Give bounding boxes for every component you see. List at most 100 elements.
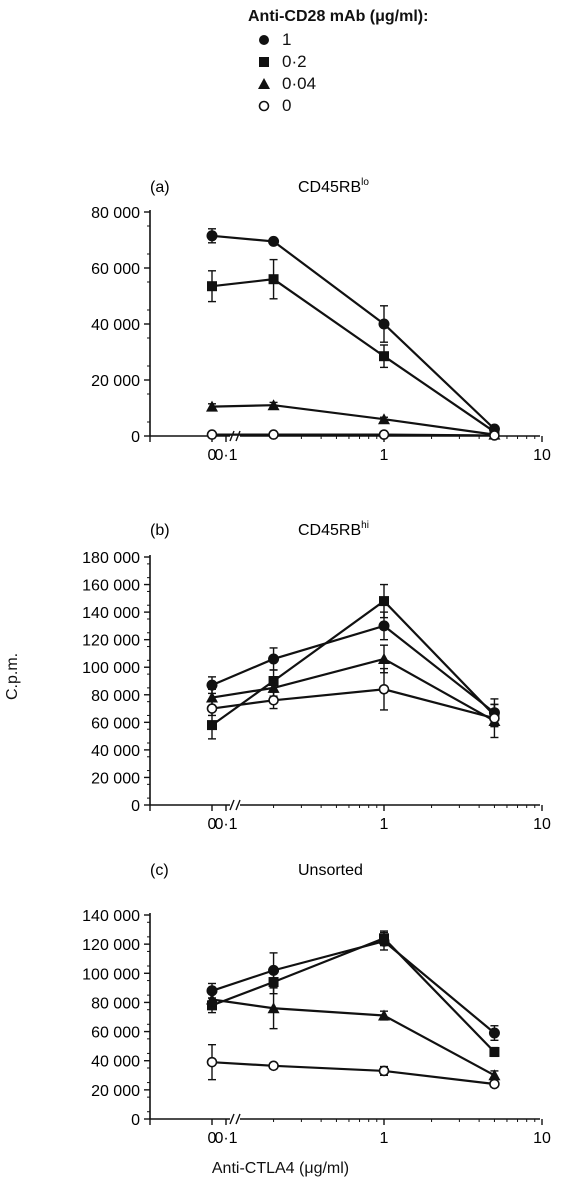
y-tick-label: 0 [131, 798, 140, 815]
y-tick-label: 140 000 [82, 605, 140, 622]
y-tick-label: 20 000 [91, 1083, 140, 1100]
open-circle-icon [258, 100, 270, 112]
panel-label: (a) [150, 179, 170, 196]
legend: Anti-CD28 mAb (μg/ml): 1 0·2 0·04 0 [248, 8, 428, 117]
axis-break-mark [235, 1113, 241, 1125]
series-line [211, 278, 496, 433]
legend-title: Anti-CD28 mAb (μg/ml): [248, 8, 429, 25]
panel-title-superscript: hi [361, 520, 369, 531]
data-point-triangle [267, 681, 280, 693]
series-line [211, 657, 495, 722]
legend-item-1: 1 [256, 29, 428, 51]
data-point-open-circle [378, 683, 390, 695]
data-point-square [268, 274, 279, 285]
series-line [211, 599, 496, 726]
x-tick-label: 0·1 [214, 816, 237, 833]
legend-item-2: 0·2 [256, 51, 428, 73]
y-tick-label: 80 000 [91, 205, 140, 222]
data-point-circle [378, 318, 390, 330]
legend-label: 1 [282, 30, 292, 49]
data-point-triangle [378, 413, 390, 425]
series-line [211, 940, 496, 1034]
data-point-triangle [378, 1009, 390, 1021]
x-tick-label: 1 [380, 1130, 389, 1147]
series-line [212, 433, 495, 437]
y-tick-label: 100 000 [82, 966, 140, 983]
x-tick-label: 0 [208, 447, 217, 464]
chart-panel-c: (c) Unsorted 0 20 000 40 000 60 000 80 000 100 … [82, 862, 551, 1147]
x-tick-label: 1 [380, 816, 389, 833]
y-tick-label: 140 000 [82, 908, 140, 925]
data-point-circle [206, 679, 218, 691]
legend-item-4: 0 [256, 95, 428, 117]
panel-title: CD45RBlo [298, 177, 369, 196]
data-point-triangle [267, 399, 280, 411]
x-axis-label: Anti-CTLA4 (μg/ml) [211, 1160, 350, 1177]
data-point-circle [206, 230, 218, 242]
data-point-square [379, 351, 389, 362]
data-point-open-circle [206, 703, 218, 714]
y-tick-label: 100 000 [82, 660, 140, 677]
chart-panel-b: (b) CD45RBhi 0 20 000 40 000 60 000 80 000 100 … [82, 520, 551, 833]
y-tick-label: 20 000 [91, 770, 140, 787]
data-point-open-circle [489, 430, 500, 441]
data-point-square [207, 281, 217, 292]
panel-title: CD45RBhi [298, 520, 369, 539]
legend-label: 0·04 [282, 74, 317, 93]
data-point-square [379, 933, 389, 944]
data-point-triangle [267, 1002, 280, 1014]
y-axis-label: C.p.m. [4, 652, 21, 700]
y-tick-label: 160 000 [82, 578, 140, 595]
data-point-open-circle [489, 712, 500, 724]
series-line [211, 688, 495, 720]
x-tick-label: 0·1 [214, 447, 237, 464]
data-point-open-circle [206, 429, 218, 440]
data-point-open-circle [268, 429, 279, 440]
x-tick-label: 0 [208, 1130, 217, 1147]
series-line [211, 937, 496, 1053]
axis-break-mark [235, 799, 241, 811]
y-tick-label: 20 000 [91, 373, 140, 390]
y-tick-label: 80 000 [91, 688, 140, 705]
legend-label: 0 [282, 96, 292, 115]
y-tick-label: 60 000 [91, 1025, 140, 1042]
x-tick-label: 10 [533, 816, 551, 833]
data-point-square [268, 977, 279, 988]
y-tick-label: 40 000 [91, 1054, 140, 1071]
data-point-triangle [378, 652, 390, 664]
data-point-circle [268, 653, 280, 665]
data-point-triangle [206, 691, 218, 703]
data-point-open-circle [378, 429, 390, 440]
y-tick-label: 120 000 [82, 937, 140, 954]
panel-label: (b) [150, 522, 170, 539]
panel-title: Unsorted [298, 862, 363, 879]
series-line [211, 234, 496, 430]
data-point-triangle [206, 400, 218, 412]
y-tick-label: 40 000 [91, 743, 140, 760]
series-line [211, 1061, 495, 1086]
panel-label: (c) [150, 862, 169, 879]
series-line [211, 624, 496, 714]
data-point-square [207, 720, 217, 731]
y-tick-label: 60 000 [91, 715, 140, 732]
data-point-open-circle [268, 1060, 279, 1072]
y-tick-label: 0 [131, 429, 140, 446]
x-tick-label: 10 [533, 1130, 551, 1147]
axis-break-mark [235, 430, 241, 442]
panel-title-superscript: lo [361, 177, 369, 188]
data-point-square [379, 596, 389, 607]
data-point-triangle [206, 993, 218, 1005]
y-tick-label: 120 000 [82, 633, 140, 650]
data-point-circle [268, 235, 280, 247]
axis-break-mark [229, 1113, 235, 1125]
data-point-open-circle [206, 1056, 218, 1068]
y-tick-label: 0 [131, 1112, 140, 1129]
axis-break-mark [229, 799, 235, 811]
x-tick-label: 0·1 [214, 1130, 237, 1147]
filled-circle-icon [259, 35, 269, 45]
filled-square-icon [259, 57, 269, 67]
legend-label: 0·2 [282, 52, 307, 71]
series-line [211, 998, 495, 1077]
y-tick-label: 80 000 [91, 995, 140, 1012]
